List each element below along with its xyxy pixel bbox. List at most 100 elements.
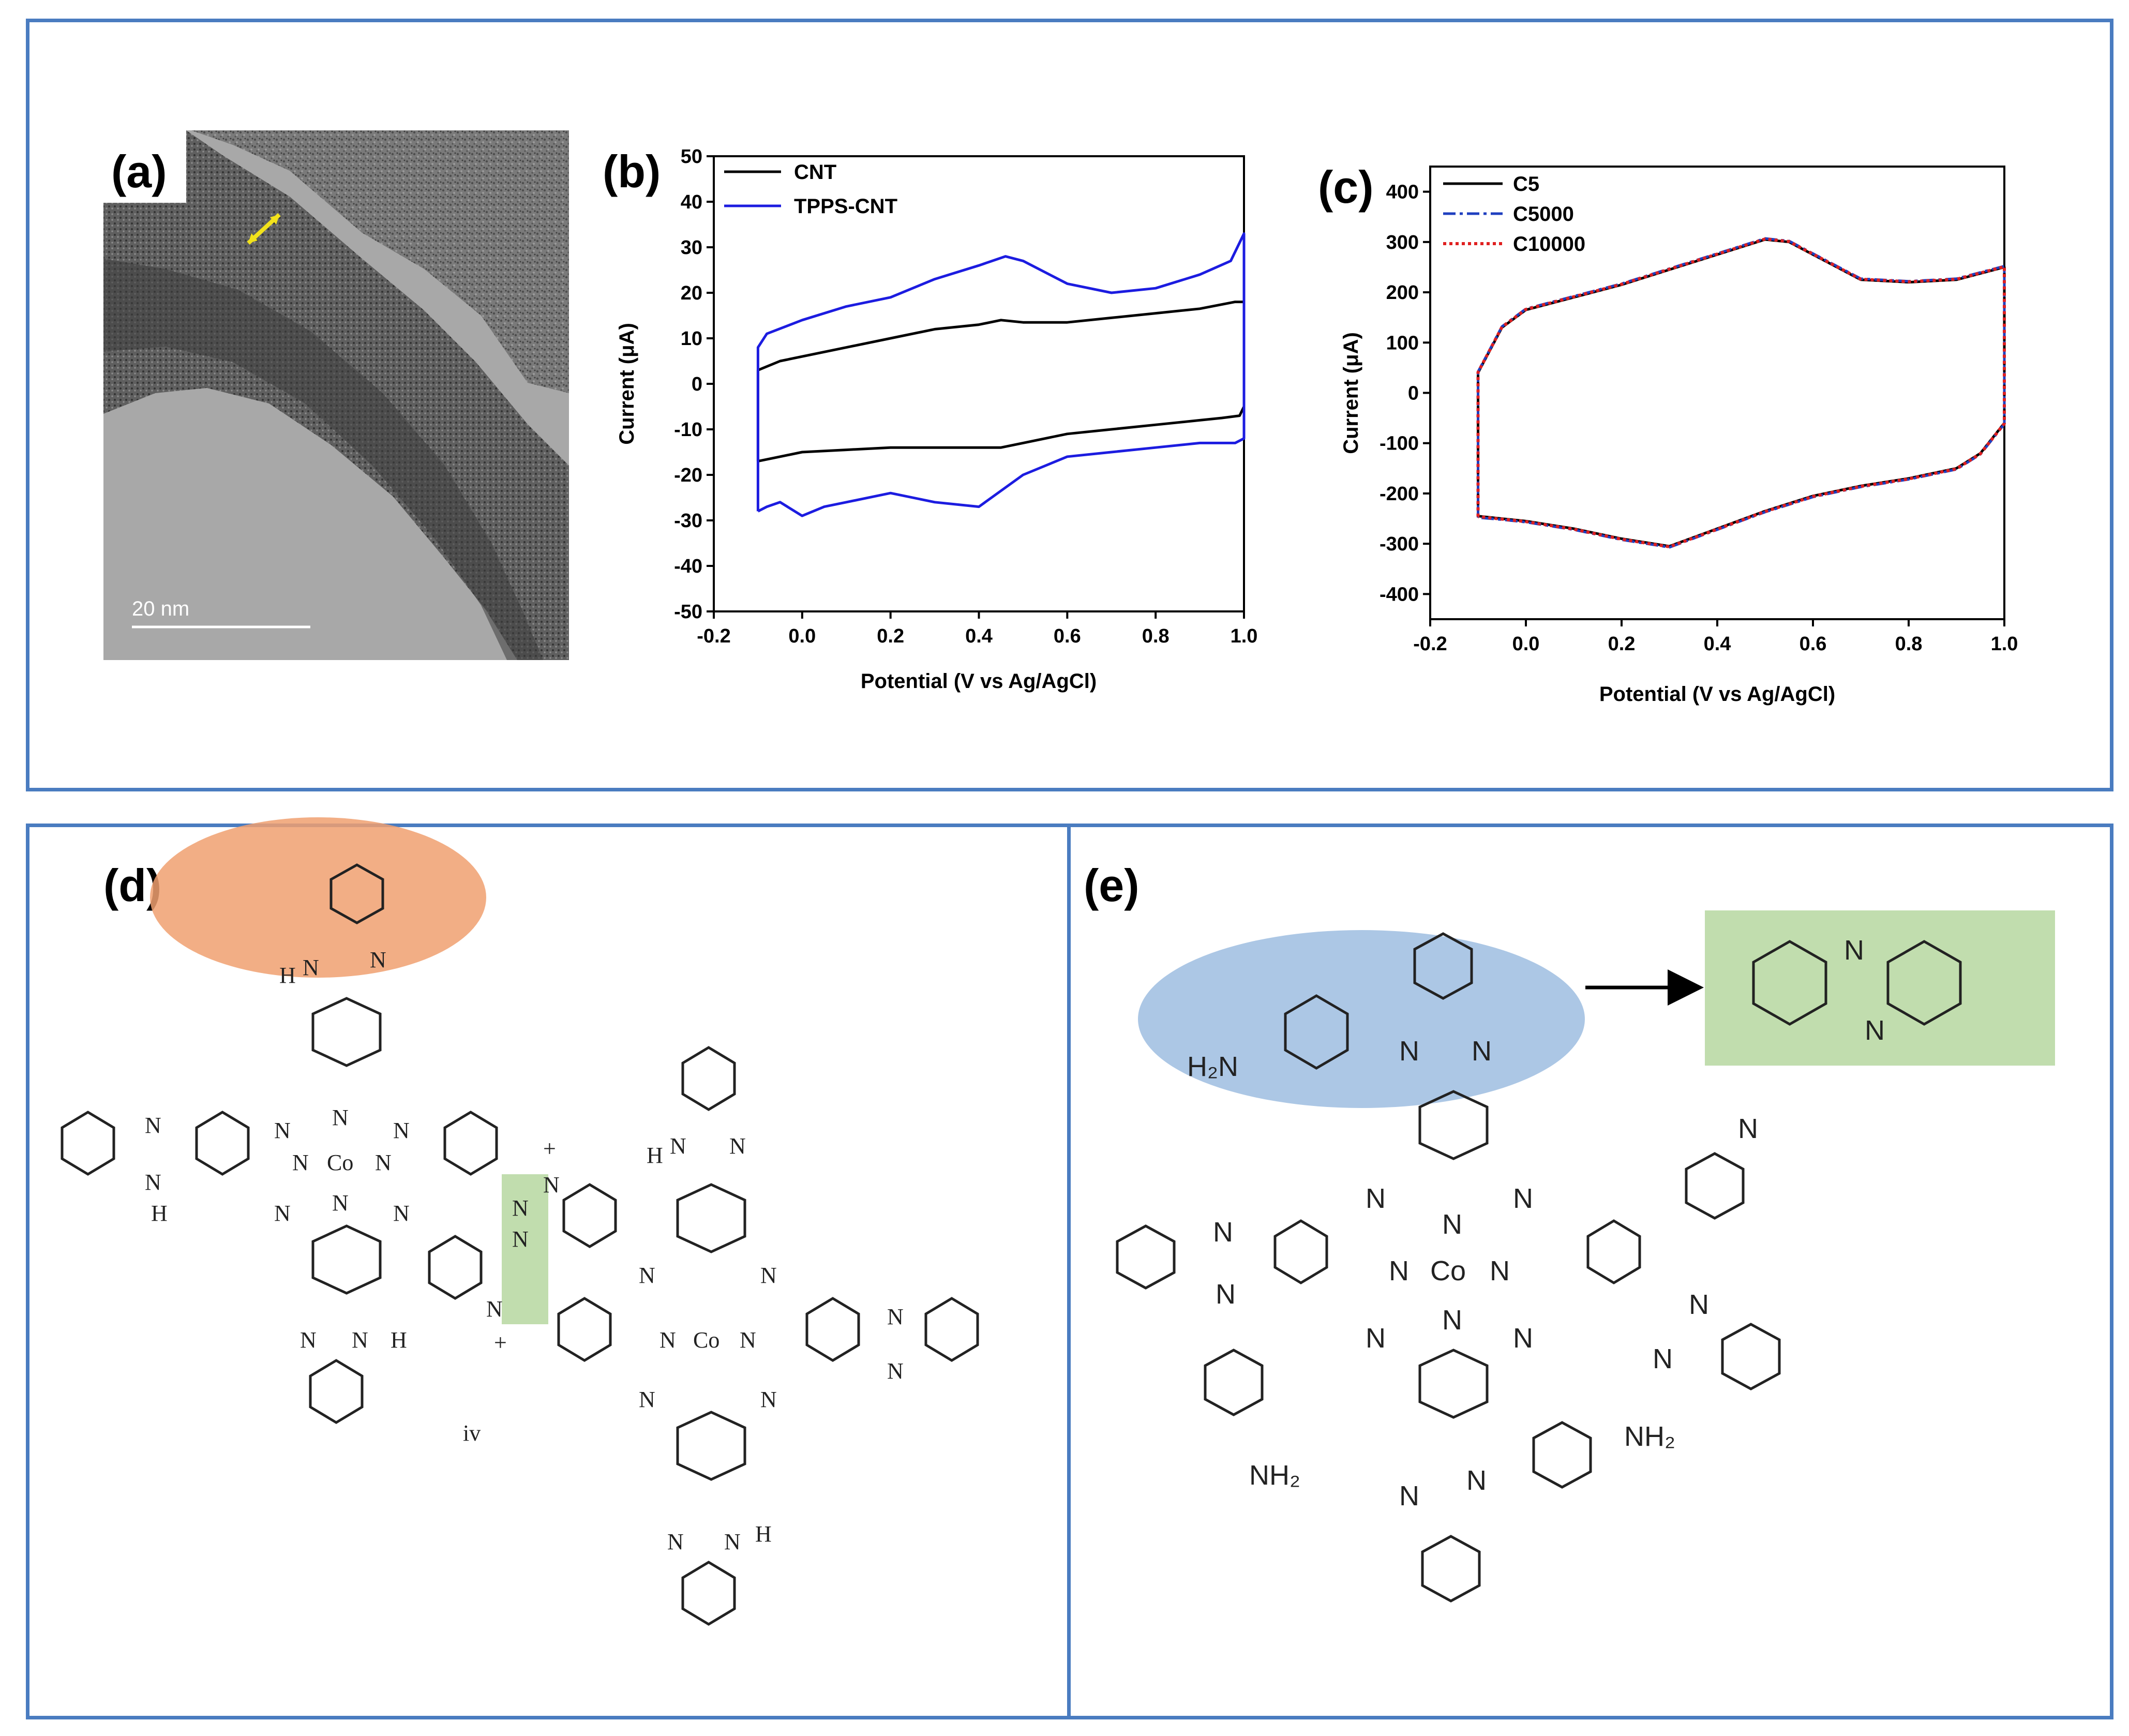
chem-n-left-1: N: [145, 1113, 161, 1138]
chem-n-e-6: N: [1513, 1323, 1533, 1354]
panel-label-c: (c): [1318, 161, 1374, 213]
y-tick-label: 20: [681, 282, 702, 304]
y-tick-label: 50: [681, 146, 702, 168]
structure-d: (d) H N N N N N N N N N N Co N N H N N H…: [61, 817, 979, 1626]
x-tick-label: -0.2: [697, 625, 730, 647]
chart-c: -0.2 0.0 0.2 0.4 0.6 0.8 1.0 400 300 200 100 0 -100 -…: [1318, 161, 2018, 706]
x-tick-label: 0.4: [1704, 633, 1731, 655]
chem-n-bot2-2: N: [724, 1529, 741, 1554]
chart-c-ylabel: Current (μA): [1340, 332, 1362, 454]
roman-iv: iv: [463, 1420, 481, 1446]
chem-co-1: Co: [327, 1150, 353, 1175]
chart-b-ylabel: Current (μA): [616, 323, 638, 445]
tem-image: 20 nm (a): [103, 130, 569, 660]
series-line-cnt: [756, 301, 1246, 463]
chem-h-top2: H: [647, 1143, 663, 1168]
chem-n-bot-2: N: [352, 1327, 368, 1353]
legend-c-c5000: C5000: [1513, 203, 1574, 226]
chem-n-right-1: N: [887, 1304, 904, 1329]
chart-b-plot-area: [713, 155, 1245, 612]
chem-n-e-4: N: [1513, 1183, 1533, 1214]
x-tick-label: 1.0: [1991, 633, 2018, 655]
y-tick-label: 100: [1386, 332, 1419, 354]
x-tick-label: 0.0: [788, 625, 816, 647]
chem-n-azo-bot: N: [486, 1296, 503, 1322]
highlight-orange: [150, 817, 486, 978]
x-tick-label: -0.2: [1413, 633, 1447, 655]
chem-plus-2: +: [494, 1330, 507, 1355]
series-line-c5000: [1477, 237, 2006, 549]
legend-c-c10000: C10000: [1513, 233, 1585, 256]
x-tick-label: 0.2: [877, 625, 904, 647]
y-tick-label: -40: [674, 556, 702, 577]
y-tick-label: 30: [681, 237, 702, 259]
y-tick-label: 200: [1386, 282, 1419, 304]
chem-h2n: H₂N: [1187, 1051, 1238, 1082]
panel-label-b: (b): [603, 146, 661, 197]
chem-n-e-bot-1: N: [1399, 1480, 1419, 1511]
chem-n-e-3: N: [1366, 1183, 1386, 1214]
highlight-green: [502, 1174, 548, 1324]
y-tick-label: 10: [681, 328, 702, 350]
chem-plus-1: +: [543, 1136, 556, 1161]
legend-b-tpps: TPPS-CNT: [794, 195, 897, 218]
chem-n-left-2: N: [145, 1170, 161, 1195]
y-tick-label: 0: [1408, 383, 1419, 405]
chem-n-12: N: [760, 1387, 777, 1412]
y-tick-label: -100: [1380, 433, 1419, 455]
y-tick-label: 300: [1386, 232, 1419, 253]
chem-n-e-left-1: N: [1213, 1217, 1233, 1248]
chem-n-13: N: [659, 1327, 676, 1353]
chem-n-top-1: N: [303, 955, 319, 980]
legend-b-cnt: CNT: [794, 161, 836, 184]
chem-n-5: N: [332, 1105, 349, 1130]
chem-n-top2-2: N: [729, 1133, 746, 1159]
panel-label-e: (e): [1084, 860, 1140, 911]
chem-co-2: Co: [693, 1327, 719, 1353]
chart-b: -0.2 0.0 0.2 0.4 0.6 0.8 1.0 50 40 30 20 10 0 -10 -20 -…: [603, 146, 1257, 693]
chem-n-2: N: [393, 1118, 410, 1143]
chem-n-e-9: N: [1389, 1255, 1409, 1286]
chem-n-e-2: N: [1472, 1036, 1492, 1067]
chem-h-left: H: [151, 1201, 168, 1226]
chem-n-azo-2: N: [512, 1226, 529, 1252]
chem-n-e-right-2: N: [1653, 1343, 1673, 1374]
chem-n-8: N: [375, 1150, 392, 1175]
chem-h-bot2: H: [755, 1521, 772, 1547]
chem-n-bot-1: N: [300, 1327, 317, 1353]
chem-n-9: N: [639, 1263, 655, 1288]
x-tick-label: 0.8: [1895, 633, 1923, 655]
y-tick-label: -20: [674, 465, 702, 486]
chem-n-azo-1: N: [512, 1195, 529, 1221]
y-tick-label: -30: [674, 510, 702, 532]
chart-c-xlabel: Potential (V vs Ag/AgCl): [1599, 683, 1835, 706]
top-panel-frame: [26, 19, 2113, 791]
chem-n-top-2: N: [370, 947, 386, 972]
y-tick-label: 0: [692, 373, 702, 395]
scale-bar-label: 20 nm: [132, 597, 189, 620]
series-line-c5: [1477, 238, 2006, 548]
x-tick-label: 0.8: [1142, 625, 1170, 647]
x-tick-label: 1.0: [1231, 625, 1258, 647]
x-tick-label: 0.2: [1608, 633, 1636, 655]
chem-n-phen-2: N: [1865, 1015, 1885, 1046]
chem-nh2-right: NH₂: [1624, 1421, 1675, 1452]
x-tick-label: 0.4: [965, 625, 993, 647]
chem-n-e-1: N: [1399, 1036, 1419, 1067]
chem-h-bot: H: [391, 1327, 407, 1353]
chart-b-xlabel: Potential (V vs Ag/AgCl): [861, 670, 1097, 693]
chem-n-phen-1: N: [1844, 935, 1864, 966]
chem-n-e-left-2: N: [1216, 1279, 1236, 1310]
y-tick-label: 40: [681, 191, 702, 213]
chem-n-7: N: [292, 1150, 309, 1175]
y-tick-label: -300: [1380, 533, 1419, 555]
chem-h-top: H: [279, 963, 296, 988]
structure-e: (e) N N H₂N N N N N N N N N N N Co N N N…: [1084, 860, 2055, 1603]
chem-n-azo-top: N: [543, 1172, 560, 1198]
chem-n-e-bot-2: N: [1466, 1465, 1487, 1496]
x-tick-label: 0.0: [1512, 633, 1540, 655]
series-line-tpps-cnt: [756, 232, 1246, 517]
chem-n-bot2-1: N: [667, 1529, 684, 1554]
chem-n-14: N: [740, 1327, 756, 1353]
chem-n-4: N: [393, 1201, 410, 1226]
